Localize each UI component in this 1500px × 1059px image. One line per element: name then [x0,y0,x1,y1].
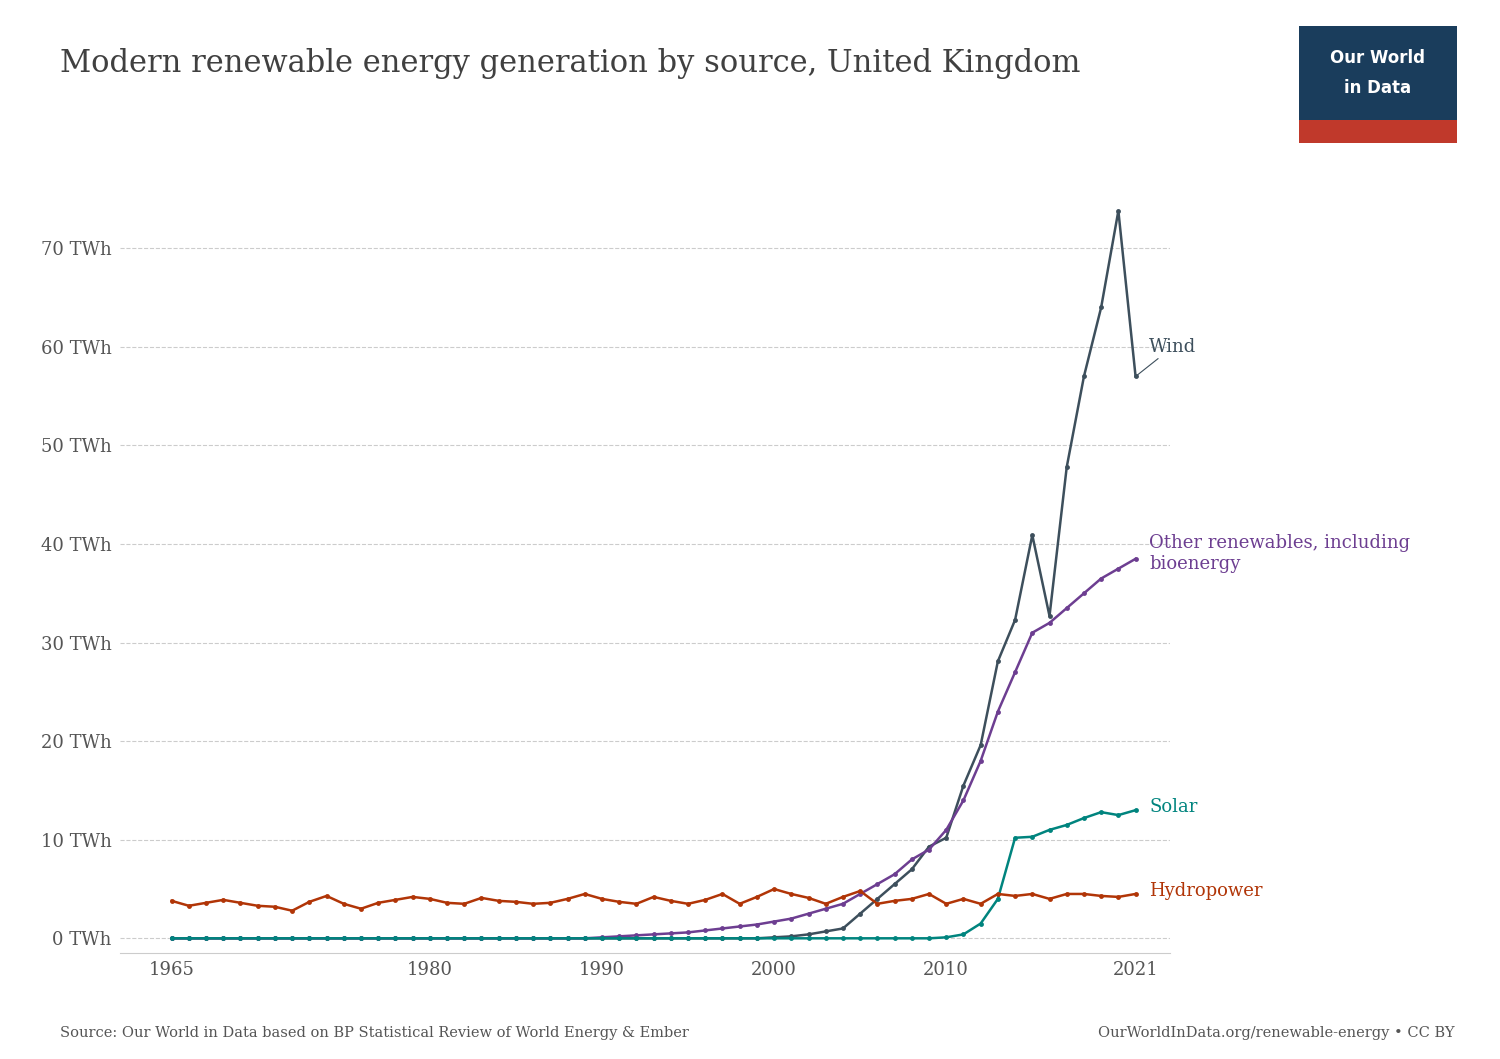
Text: Modern renewable energy generation by source, United Kingdom: Modern renewable energy generation by so… [60,48,1080,78]
Text: Source: Our World in Data based on BP Statistical Review of World Energy & Ember: Source: Our World in Data based on BP St… [60,1026,689,1040]
Text: in Data: in Data [1344,79,1412,97]
Text: Hydropower: Hydropower [1149,882,1263,900]
Text: Other renewables, including
bioenergy: Other renewables, including bioenergy [1149,534,1410,573]
Text: Solar: Solar [1149,798,1197,816]
Text: Our World: Our World [1330,49,1425,67]
Text: Wind: Wind [1136,338,1197,376]
Text: OurWorldInData.org/renewable-energy • CC BY: OurWorldInData.org/renewable-energy • CC… [1098,1026,1455,1040]
Bar [1299,120,1456,143]
